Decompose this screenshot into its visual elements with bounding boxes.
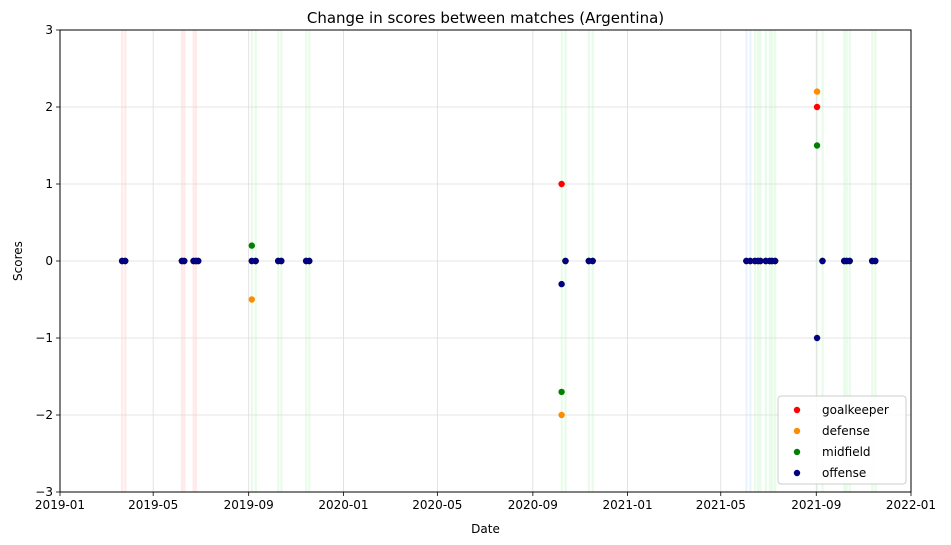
legend-label-midfield: midfield xyxy=(822,445,871,459)
x-tick-label: 2020-05 xyxy=(412,498,462,512)
legend-marker-midfield xyxy=(793,448,801,456)
x-tick-label: 2020-09 xyxy=(508,498,558,512)
offense-point xyxy=(558,280,565,288)
offense-point xyxy=(589,257,596,265)
defense-point xyxy=(248,296,255,303)
axes: 2019-01 2019-05 2019-09 2020-01 2020-05 2020-… xyxy=(35,23,936,512)
x-tick-label: 2022-01 xyxy=(886,498,936,512)
y-tick-label: −2 xyxy=(35,408,53,422)
offense-point xyxy=(846,257,853,265)
defense-point xyxy=(813,88,821,95)
y-tick-label: −1 xyxy=(35,331,53,345)
x-tick-label: 2021-09 xyxy=(791,498,841,512)
x-tick-label: 2019-09 xyxy=(224,498,274,512)
goalkeeper-point xyxy=(558,180,565,188)
legend-marker-offense xyxy=(793,469,801,477)
midfield-point xyxy=(558,388,565,396)
y-axis-label: Scores xyxy=(11,241,25,281)
offense-point xyxy=(306,257,313,265)
chart-title: Change in scores between matches (Argent… xyxy=(307,9,664,27)
offense-point xyxy=(757,257,764,265)
midfield-point xyxy=(813,142,821,149)
y-tick-label: 3 xyxy=(45,23,53,37)
offense-point xyxy=(278,257,285,265)
offense-point xyxy=(252,257,259,265)
defense-point xyxy=(558,411,565,419)
x-axis-label: Date xyxy=(471,522,500,536)
y-tick-label: 2 xyxy=(45,100,53,114)
offense-point xyxy=(813,334,821,342)
legend-label-defense: defense xyxy=(822,424,870,438)
offense-point xyxy=(771,257,779,265)
legend-frame xyxy=(777,395,907,485)
series-offense xyxy=(118,257,879,342)
x-tick-label: 2019-05 xyxy=(128,498,178,512)
y-tick-label: −3 xyxy=(35,485,53,499)
data-points xyxy=(118,88,879,419)
legend-label-goalkeeper: goalkeeper xyxy=(822,403,889,417)
legend-marker-defense xyxy=(793,427,801,435)
legend-marker-goalkeeper xyxy=(793,406,801,414)
legend: goalkeeper defense midfield offense xyxy=(777,395,907,485)
legend-label-offense: offense xyxy=(822,466,866,480)
x-tick-label: 2021-05 xyxy=(696,498,746,512)
y-tick-label: 0 xyxy=(45,254,53,268)
y-tick-label: 1 xyxy=(45,177,53,191)
offense-point xyxy=(747,257,754,265)
offense-point xyxy=(181,257,188,265)
x-tick-label: 2020-01 xyxy=(318,498,368,512)
offense-point xyxy=(562,257,569,265)
offense-point xyxy=(195,257,202,265)
legend-items: goalkeeper defense midfield offense xyxy=(793,403,889,480)
offense-point xyxy=(122,257,129,265)
offense-point xyxy=(819,257,826,265)
midfield-point xyxy=(248,242,255,249)
x-tick-label: 2019-01 xyxy=(35,498,85,512)
x-tick-label: 2021-01 xyxy=(603,498,653,512)
offense-point xyxy=(872,257,879,265)
goalkeeper-point xyxy=(813,103,821,111)
